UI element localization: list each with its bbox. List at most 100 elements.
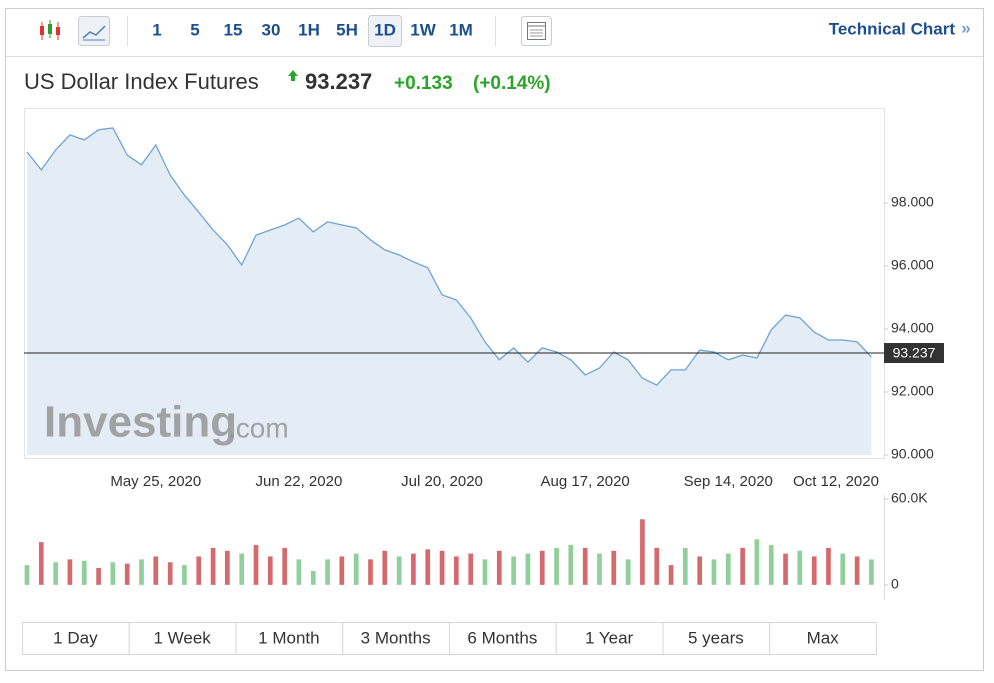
plot-frame	[24, 108, 885, 459]
range-label[interactable]: 1 Day	[53, 628, 98, 647]
volume-bar	[811, 556, 817, 586]
volume-bar	[124, 563, 130, 586]
range-button[interactable]	[128, 622, 237, 655]
range-label[interactable]: 1 Year	[585, 628, 634, 647]
volume-bar	[425, 549, 431, 586]
volume-bar	[138, 559, 145, 586]
volume-bar	[67, 559, 73, 586]
volume-bar	[396, 556, 402, 586]
volume-bar	[568, 544, 574, 586]
price-line	[26, 127, 872, 386]
volume-bar	[410, 553, 417, 586]
x-tick-label: Jun 22, 2020	[256, 473, 343, 490]
range-label[interactable]: 1 Month	[258, 628, 319, 647]
volume-bar	[754, 538, 760, 586]
volume-bar	[553, 547, 560, 586]
range-label[interactable]: 5 years	[688, 628, 744, 647]
interval-button[interactable]: 1M	[449, 20, 473, 39]
y-tick-label: 96.000	[891, 257, 934, 273]
volume-bar	[196, 556, 202, 586]
volume-bar	[324, 559, 331, 586]
y-tick-label: 94.000	[891, 320, 934, 336]
interval-button[interactable]: 1H	[298, 20, 320, 39]
interval-button[interactable]: 1	[152, 20, 161, 39]
line-icon[interactable]	[78, 16, 110, 46]
volume-bar	[525, 553, 531, 586]
volume-bar	[496, 550, 502, 586]
volume-bar	[725, 553, 731, 586]
volume-bar	[339, 556, 345, 586]
price-area	[27, 128, 872, 455]
volume-bar	[797, 550, 803, 586]
y-tick-label: 60.0K	[891, 490, 928, 506]
range-button[interactable]	[235, 622, 344, 655]
volume-bar	[668, 564, 674, 586]
x-tick-label: Oct 12, 2020	[793, 473, 879, 490]
range-button[interactable]	[662, 622, 771, 655]
change: +0.133	[394, 73, 453, 94]
volume-bar	[310, 570, 316, 586]
x-tick-label: May 25, 2020	[110, 473, 201, 490]
volume-bar	[382, 550, 388, 586]
range-label[interactable]: 6 Months	[467, 628, 537, 647]
volume-bar	[210, 547, 216, 586]
range-label[interactable]: Max	[807, 628, 840, 647]
volume-bar	[439, 550, 445, 586]
range-button[interactable]	[22, 622, 130, 655]
volume-bar	[711, 559, 717, 586]
interval-button[interactable]: 15	[224, 20, 243, 39]
range-button[interactable]	[555, 622, 664, 655]
volume-bar	[739, 547, 746, 586]
volume-bar	[167, 561, 173, 586]
y-tick-label: 90.000	[891, 446, 934, 462]
volume-bar	[224, 550, 231, 586]
technical-chart-link[interactable]: Technical Chart	[829, 19, 956, 38]
interval-button[interactable]: 5	[190, 20, 199, 39]
last-price-label: 93.237	[893, 345, 936, 361]
x-tick-label: Sep 14, 2020	[684, 473, 773, 490]
interval-button[interactable]: 1D	[374, 20, 396, 39]
interval-selected	[368, 15, 402, 47]
volume-bar	[367, 559, 374, 586]
interval-button[interactable]: 30	[262, 20, 281, 39]
candle-icon[interactable]	[40, 20, 60, 40]
range-button[interactable]	[449, 622, 557, 655]
volume-bar	[281, 547, 288, 586]
volume-bar	[825, 547, 832, 586]
interval-button[interactable]: 5H	[336, 20, 358, 39]
volume-bar	[854, 556, 860, 586]
volume-bar	[468, 553, 474, 586]
volume-bar	[510, 556, 517, 586]
layout-icon[interactable]	[521, 16, 552, 46]
volume-bar	[654, 547, 660, 586]
volume-bar	[239, 553, 245, 586]
x-tick-label: Jul 20, 2020	[401, 473, 483, 490]
volume-bar	[181, 564, 188, 586]
volume-bar	[611, 550, 617, 586]
volume-bar	[768, 544, 774, 586]
y-tick-label: 98.000	[891, 194, 934, 210]
volume-bar	[24, 564, 30, 586]
volume-bar	[38, 541, 44, 586]
up-arrow	[288, 70, 298, 81]
range-button[interactable]	[769, 622, 877, 655]
watermark: Investing	[44, 398, 237, 447]
watermark: .com	[228, 412, 289, 443]
volume-bar	[253, 544, 259, 586]
link-arrow[interactable]: »	[961, 18, 970, 37]
volume-bar	[682, 547, 689, 586]
volume-bar	[353, 553, 359, 586]
interval-button[interactable]: 1W	[410, 20, 436, 39]
range-label[interactable]: 1 Week	[153, 628, 211, 647]
range-button[interactable]	[342, 622, 450, 655]
volume-bar	[110, 561, 116, 586]
volume-bar	[639, 518, 646, 586]
volume-bar	[697, 556, 703, 586]
range-label[interactable]: 3 Months	[361, 628, 431, 647]
y-tick-label: 92.000	[891, 383, 934, 399]
volume-bar	[267, 556, 273, 586]
last-price-box	[884, 343, 944, 364]
x-tick-label: Aug 17, 2020	[541, 473, 630, 490]
volume-bar	[782, 553, 789, 586]
volume-bar	[582, 547, 588, 586]
